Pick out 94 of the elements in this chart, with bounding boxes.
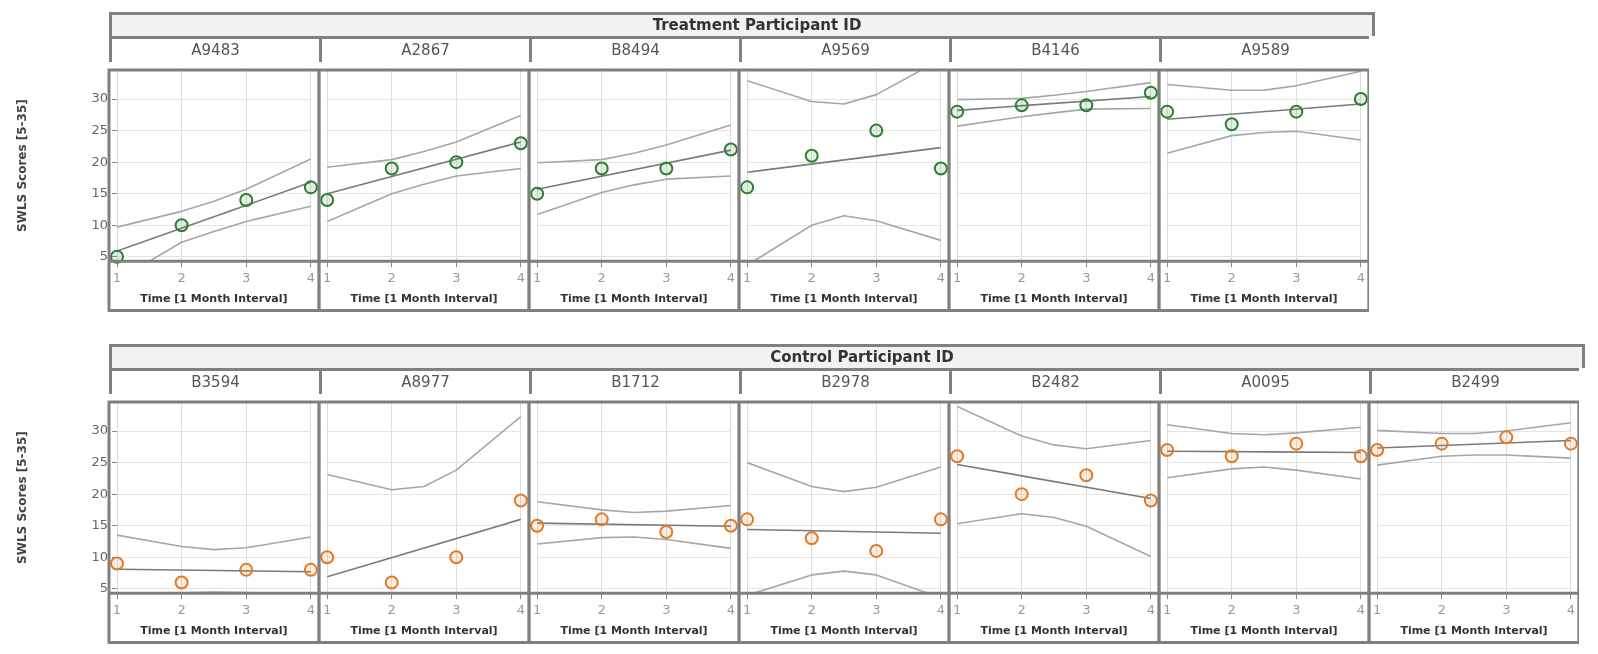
y-tick-label: 20: [91, 485, 108, 501]
chart-title: B2482: [949, 368, 1159, 394]
x-tick-label: 4: [726, 602, 736, 618]
y-tick-label: 30: [91, 90, 108, 106]
y-tick-label: 15: [91, 185, 108, 201]
x-axis-title: Time [1 Month Interval]: [1190, 624, 1338, 638]
x-axis-title: Time [1 Month Interval]: [980, 624, 1128, 638]
chart-title: A9589: [1159, 36, 1369, 62]
chart-title: B1712: [529, 368, 739, 394]
x-tick-label: 4: [516, 602, 526, 618]
chart-title: B8494: [529, 36, 739, 62]
x-axis-title: Time [1 Month Interval]: [1400, 624, 1548, 638]
x-tick-label: 3: [1082, 270, 1091, 286]
x-tick-label: 2: [597, 270, 606, 286]
x-tick-label: 4: [306, 270, 316, 286]
chart-title: A8977: [319, 368, 529, 394]
x-axis-title: Time [1 Month Interval]: [560, 292, 708, 306]
x-tick-label: 4: [936, 270, 946, 286]
x-tick-label: 3: [1502, 602, 1511, 618]
x-axis-title: Time [1 Month Interval]: [560, 624, 708, 638]
y-tick-label: 25: [91, 121, 108, 137]
x-axis-title: Time [1 Month Interval]: [350, 624, 498, 638]
y-tick-label: 5: [99, 248, 108, 264]
x-tick-label: 4: [1356, 270, 1366, 286]
x-axis-title: Time [1 Month Interval]: [1190, 292, 1338, 306]
y-axis-title: SWLS Scores [5-35]: [15, 431, 30, 564]
x-tick-label: 1: [742, 270, 752, 286]
x-tick-label: 3: [452, 602, 461, 618]
x-tick-label: 1: [1162, 602, 1172, 618]
x-tick-label: 4: [306, 602, 316, 618]
x-tick-label: 3: [242, 602, 251, 618]
x-tick-label: 2: [1017, 602, 1026, 618]
x-axis-title: Time [1 Month Interval]: [140, 292, 288, 306]
x-tick-label: 4: [936, 602, 946, 618]
x-tick-label: 3: [662, 602, 671, 618]
x-tick-label: 2: [387, 270, 396, 286]
y-tick-label: 10: [91, 216, 108, 232]
x-tick-label: 2: [807, 270, 816, 286]
x-tick-label: 2: [1017, 270, 1026, 286]
x-axis-title: Time [1 Month Interval]: [770, 624, 918, 638]
x-tick-label: 1: [112, 602, 122, 618]
chart-title: B3594: [109, 368, 319, 394]
x-tick-label: 2: [807, 602, 816, 618]
x-tick-label: 1: [532, 270, 542, 286]
x-tick-label: 3: [242, 270, 251, 286]
x-tick-label: 2: [1227, 270, 1236, 286]
x-tick-label: 2: [177, 602, 186, 618]
x-tick-label: 3: [1292, 602, 1301, 618]
x-tick-label: 2: [1227, 602, 1236, 618]
chart-title: B2978: [739, 368, 949, 394]
chart-title: B4146: [949, 36, 1159, 62]
x-axis-title: Time [1 Month Interval]: [350, 292, 498, 306]
x-tick-label: 1: [742, 602, 752, 618]
y-tick-label: 15: [91, 517, 108, 533]
x-tick-label: 1: [952, 270, 962, 286]
x-tick-label: 3: [1292, 270, 1301, 286]
x-tick-label: 3: [872, 602, 881, 618]
chart-title: A9483: [109, 36, 319, 62]
x-axis-title: Time [1 Month Interval]: [770, 292, 918, 306]
chart-subtitle: Control Participant ID: [109, 344, 1585, 368]
x-tick-label: 4: [726, 270, 736, 286]
x-tick-label: 3: [1082, 602, 1091, 618]
x-tick-label: 1: [952, 602, 962, 618]
x-tick-label: 4: [1356, 602, 1366, 618]
x-axis-title: Time [1 Month Interval]: [980, 292, 1128, 306]
x-tick-label: 4: [1566, 602, 1576, 618]
x-tick-label: 1: [112, 270, 122, 286]
chart-subtitle: Treatment Participant ID: [109, 12, 1375, 36]
x-tick-label: 2: [177, 270, 186, 286]
x-axis-title: Time [1 Month Interval]: [140, 624, 288, 638]
y-tick-label: 5: [99, 580, 108, 596]
x-tick-label: 3: [452, 270, 461, 286]
y-tick-label: 30: [91, 422, 108, 438]
x-tick-label: 1: [1162, 270, 1172, 286]
x-tick-label: 3: [662, 270, 671, 286]
x-tick-label: 1: [532, 602, 542, 618]
chart-title: A2867: [319, 36, 529, 62]
x-tick-label: 1: [1372, 602, 1382, 618]
x-tick-label: 2: [387, 602, 396, 618]
x-tick-label: 4: [516, 270, 526, 286]
y-tick-label: 10: [91, 548, 108, 564]
y-tick-label: 25: [91, 453, 108, 469]
x-tick-label: 2: [1437, 602, 1446, 618]
y-tick-label: 20: [91, 153, 108, 169]
chart-title: A0095: [1159, 368, 1369, 394]
x-tick-label: 1: [322, 602, 332, 618]
x-tick-label: 2: [597, 602, 606, 618]
x-tick-label: 3: [872, 270, 881, 286]
x-tick-label: 1: [322, 270, 332, 286]
y-axis-title: SWLS Scores [5-35]: [15, 99, 30, 232]
x-tick-label: 4: [1146, 602, 1156, 618]
x-tick-label: 4: [1146, 270, 1156, 286]
chart-title: A9569: [739, 36, 949, 62]
chart-title: B2499: [1369, 368, 1579, 394]
